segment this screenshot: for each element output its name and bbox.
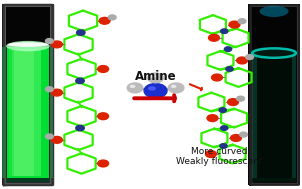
Circle shape [207,115,218,122]
Circle shape [76,78,84,84]
Circle shape [45,134,53,139]
Circle shape [237,96,245,101]
Bar [51,47,53,178]
Circle shape [51,89,62,96]
Circle shape [76,125,84,131]
Circle shape [219,108,226,112]
Circle shape [144,84,167,98]
Circle shape [98,160,109,167]
Circle shape [45,39,53,43]
Circle shape [220,144,227,148]
Circle shape [224,47,232,51]
Circle shape [45,87,53,92]
Ellipse shape [8,42,48,47]
Circle shape [205,151,217,157]
Circle shape [237,57,248,64]
Bar [2,4,54,185]
Circle shape [148,73,163,83]
Circle shape [51,41,62,48]
Bar [292,51,296,178]
Circle shape [220,126,228,130]
Circle shape [229,21,240,28]
Ellipse shape [130,85,135,87]
Bar [6,7,50,47]
Circle shape [99,17,110,24]
Circle shape [231,135,242,141]
Circle shape [51,136,62,143]
Circle shape [240,132,248,137]
Circle shape [246,55,254,60]
Circle shape [168,83,184,93]
Bar [6,178,50,182]
Circle shape [208,34,219,41]
Ellipse shape [151,75,155,77]
Circle shape [238,19,246,24]
Circle shape [228,99,239,105]
Circle shape [127,83,143,93]
Bar [252,178,296,182]
Circle shape [98,113,109,120]
Ellipse shape [259,6,289,17]
Bar [253,51,257,178]
Bar [252,7,296,51]
Ellipse shape [149,87,155,90]
Circle shape [77,30,85,35]
Circle shape [211,74,222,81]
Bar [2,47,5,178]
Bar [7,47,49,178]
Ellipse shape [172,85,176,87]
Text: Amine: Amine [135,70,176,83]
Bar [12,49,41,176]
Circle shape [108,15,116,20]
Ellipse shape [6,41,50,51]
Ellipse shape [252,48,296,58]
Circle shape [226,67,233,71]
Circle shape [98,66,109,72]
Circle shape [220,29,228,33]
Bar [248,4,300,185]
Bar [9,49,41,176]
Text: More curved
Weakly fluorescent: More curved Weakly fluorescent [176,147,262,166]
Bar [14,49,34,176]
Bar [253,51,295,178]
